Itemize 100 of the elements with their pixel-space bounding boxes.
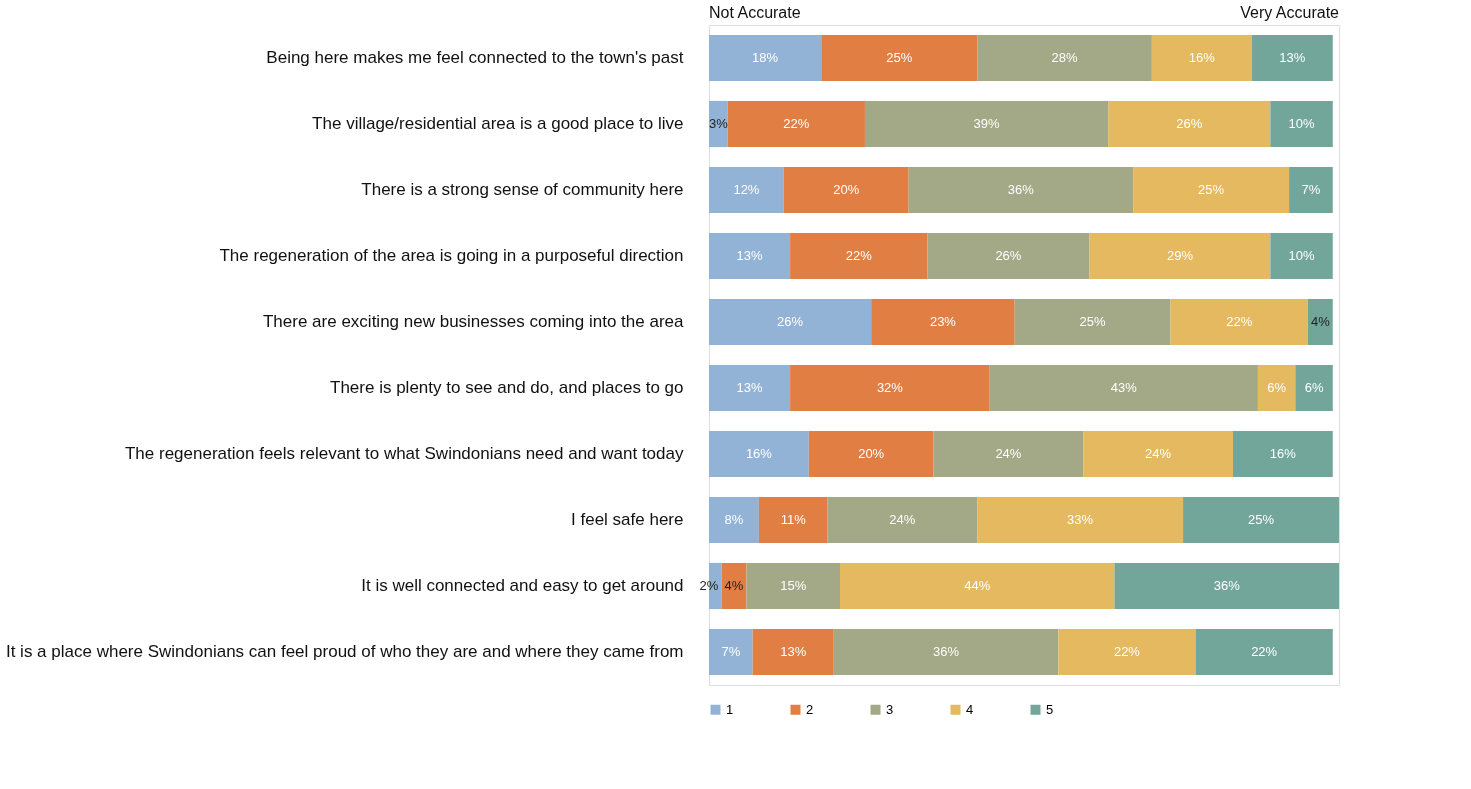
y-tick-label: Being here makes me feel connected to the town's past xyxy=(266,48,684,67)
data-label: 18% xyxy=(752,50,779,65)
data-label: 4% xyxy=(1310,314,1331,329)
legend-label: 4 xyxy=(966,701,974,717)
bar xyxy=(1183,496,1339,544)
y-tick-label: The regeneration of the area is going in a purposeful direction xyxy=(219,246,684,265)
bar xyxy=(908,166,1134,214)
bar xyxy=(839,562,1115,610)
bar xyxy=(752,628,834,676)
bar xyxy=(821,34,978,82)
legend-label: 2 xyxy=(806,701,814,717)
y-tick-label: The regeneration feels relevant to what Swindonians need and want today xyxy=(124,444,684,463)
data-label: 12% xyxy=(733,182,760,197)
y-tick-label: There are exciting new businesses coming into the area xyxy=(262,312,685,331)
data-label: 16% xyxy=(1188,50,1216,65)
y-tick-label: It is well connected and easy to get around xyxy=(361,576,684,595)
data-label: 22% xyxy=(845,248,873,263)
data-label: 33% xyxy=(1067,512,1094,527)
data-label: 43% xyxy=(1110,380,1138,395)
data-label: 23% xyxy=(929,314,957,329)
bar xyxy=(1114,562,1339,610)
data-label: 6% xyxy=(1304,380,1324,395)
bar xyxy=(1170,298,1308,346)
y-tick-label: There is plenty to see and do, and places to go xyxy=(330,378,684,397)
bar xyxy=(1151,34,1252,82)
bar xyxy=(977,34,1152,82)
data-label: 20% xyxy=(833,182,860,197)
y-tick-label: It is a place where Swindonians can feel proud of who they are and where they came from xyxy=(5,642,684,661)
data-label: 10% xyxy=(1288,116,1316,131)
data-label: 32% xyxy=(876,380,904,395)
data-label: 25% xyxy=(1198,182,1225,197)
bar xyxy=(1307,298,1333,346)
bar xyxy=(1270,232,1333,280)
bar xyxy=(1133,166,1290,214)
data-label: 16% xyxy=(1269,446,1297,461)
bar xyxy=(709,496,759,544)
bar xyxy=(1295,364,1333,412)
bar xyxy=(1257,364,1296,412)
data-label: 2% xyxy=(699,578,719,593)
text: Very Accurate xyxy=(1240,4,1340,21)
data-label: 22% xyxy=(783,116,810,131)
data-label: 29% xyxy=(1166,248,1194,263)
bar xyxy=(1083,430,1233,478)
bar xyxy=(1251,34,1333,82)
data-label: 24% xyxy=(1145,446,1172,461)
bar xyxy=(977,496,1184,544)
bar xyxy=(1270,100,1333,148)
data-label: 22% xyxy=(1113,644,1141,659)
bar xyxy=(709,364,791,412)
data-label: 15% xyxy=(780,578,807,593)
data-label: 6% xyxy=(1267,380,1287,395)
bar xyxy=(709,166,784,214)
data-label: 39% xyxy=(973,116,1001,131)
data-label: 26% xyxy=(995,248,1022,263)
bar xyxy=(808,430,934,478)
bar xyxy=(709,430,809,478)
data-label: 28% xyxy=(1051,50,1078,65)
y-tick-label: There is a strong sense of community here xyxy=(361,180,684,199)
data-label: 24% xyxy=(995,446,1022,461)
bar xyxy=(1108,100,1271,148)
data-label: 25% xyxy=(1248,512,1275,527)
data-label: 36% xyxy=(1007,182,1035,197)
y-tick-label: I feel safe here xyxy=(571,510,684,529)
legend-label: 5 xyxy=(1046,701,1054,717)
data-label: 13% xyxy=(736,248,763,263)
data-label: 4% xyxy=(724,578,744,593)
bar xyxy=(709,34,822,82)
bar xyxy=(1232,430,1333,478)
bar xyxy=(790,232,928,280)
data-label: 11% xyxy=(780,512,807,527)
bar xyxy=(709,628,753,676)
data-label: 36% xyxy=(933,644,960,659)
bar xyxy=(1289,166,1333,214)
bar xyxy=(827,496,978,544)
bar xyxy=(709,232,791,280)
bar xyxy=(1058,628,1196,676)
data-label: 13% xyxy=(736,380,763,395)
legend-label: 1 xyxy=(726,701,734,717)
data-label: 25% xyxy=(886,50,913,65)
bar xyxy=(927,232,1090,280)
bar xyxy=(933,430,1084,478)
bar xyxy=(1089,232,1271,280)
data-label: 13% xyxy=(1279,50,1306,65)
data-label: 26% xyxy=(1176,116,1203,131)
bar xyxy=(727,100,865,148)
y-tick-label: The village/residential area is a good place to live xyxy=(312,114,684,133)
data-label: 22% xyxy=(1226,314,1253,329)
data-label: 36% xyxy=(1213,578,1241,593)
data-label: 44% xyxy=(964,578,991,593)
data-label: 7% xyxy=(1301,182,1321,197)
data-label: 22% xyxy=(1251,644,1278,659)
bar xyxy=(864,100,1109,148)
data-label: 13% xyxy=(780,644,807,659)
bar xyxy=(783,166,909,214)
bar xyxy=(709,298,872,346)
data-label: 20% xyxy=(858,446,885,461)
data-label: 25% xyxy=(1079,314,1107,329)
data-label: 24% xyxy=(889,512,916,527)
data-label: 10% xyxy=(1288,248,1316,263)
bar xyxy=(1014,298,1171,346)
